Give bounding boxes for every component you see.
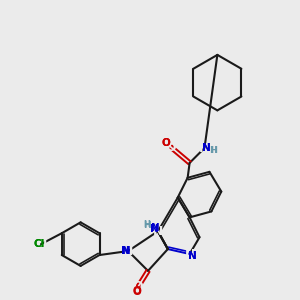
Text: N: N xyxy=(202,143,211,153)
Text: H: H xyxy=(143,221,150,230)
Text: N: N xyxy=(151,223,159,233)
Text: O: O xyxy=(133,280,143,293)
Text: N: N xyxy=(123,244,134,258)
Text: H: H xyxy=(143,220,150,229)
Text: H: H xyxy=(211,146,218,155)
Text: N: N xyxy=(122,246,130,256)
Text: N: N xyxy=(188,250,197,260)
Text: O: O xyxy=(161,138,170,148)
Text: O: O xyxy=(162,139,171,148)
Text: N: N xyxy=(199,142,210,154)
Text: N: N xyxy=(153,225,163,238)
Text: N: N xyxy=(184,248,195,260)
Text: N: N xyxy=(122,246,131,256)
Text: H: H xyxy=(210,146,217,155)
Text: O: O xyxy=(132,286,141,296)
Text: O: O xyxy=(132,287,141,297)
Text: Cl: Cl xyxy=(34,239,45,249)
Text: N: N xyxy=(202,143,211,153)
Text: Cl: Cl xyxy=(33,239,44,249)
Text: N: N xyxy=(150,224,159,234)
Text: Cl: Cl xyxy=(34,238,48,250)
Text: N: N xyxy=(188,250,197,260)
Text: O: O xyxy=(166,140,176,154)
